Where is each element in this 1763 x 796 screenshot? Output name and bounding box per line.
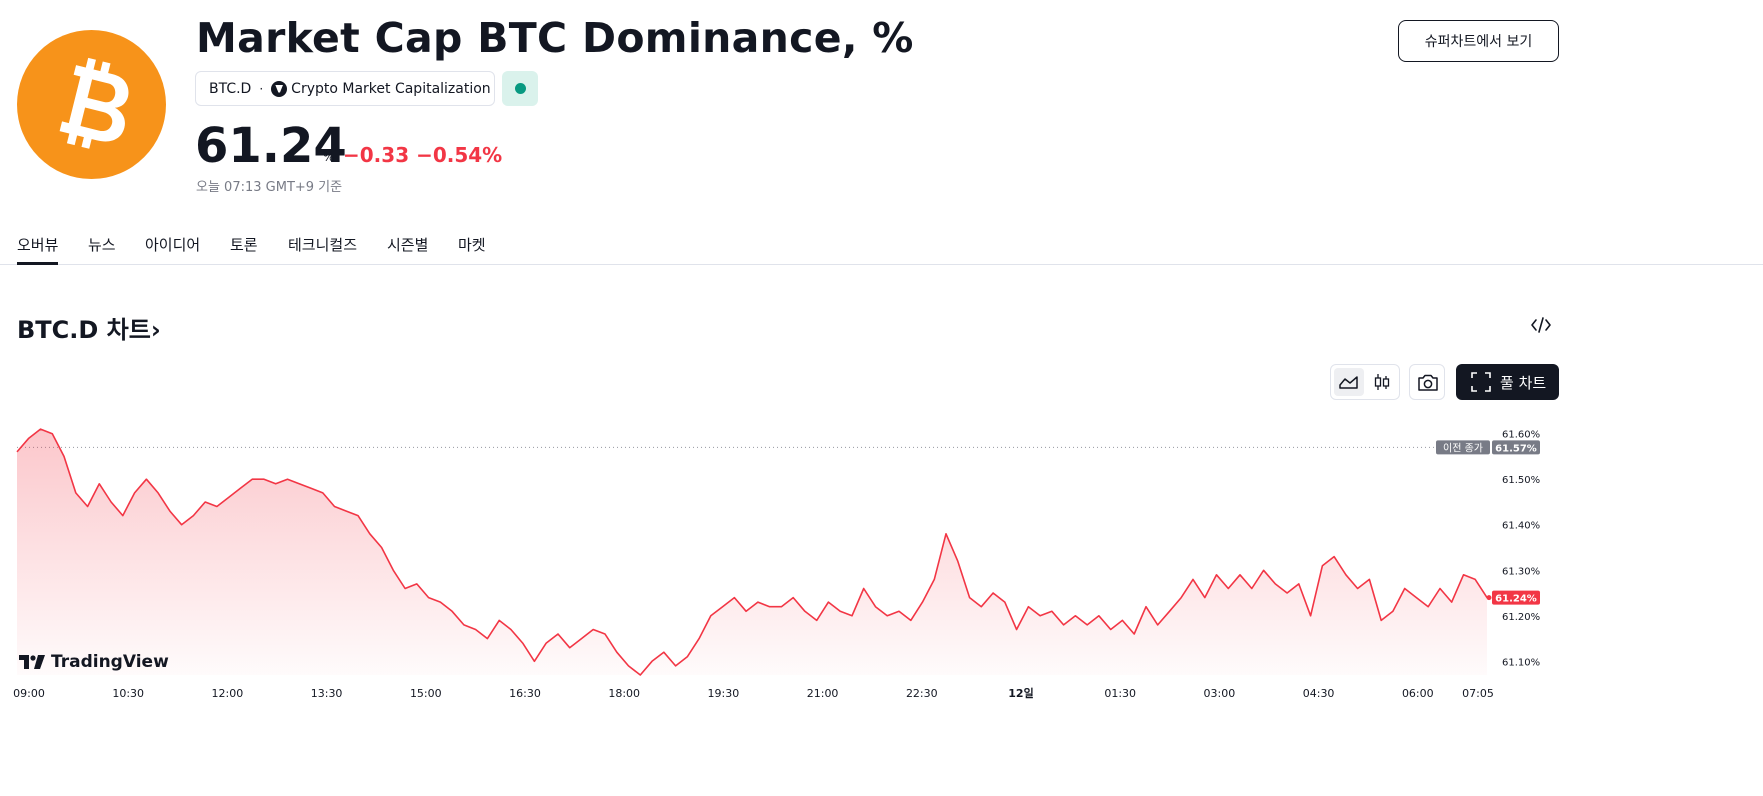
x-tick-label: 12일	[1008, 686, 1033, 700]
y-tick-label: 61.60%	[1502, 430, 1540, 441]
y-tick-label: 61.40%	[1502, 521, 1540, 532]
watermark-text: TradingView	[51, 652, 169, 672]
embed-code-icon[interactable]	[1530, 315, 1552, 335]
x-tick-label: 10:30	[112, 687, 144, 700]
candlestick-icon	[1374, 374, 1390, 390]
fullscreen-icon	[1471, 372, 1491, 392]
tab-markets[interactable]: 마켓	[458, 236, 486, 254]
price-chart[interactable]: 61.60% 61.50% 61.40% 61.30% 61.20% 61.10% 09:…	[0, 405, 1763, 796]
x-tick-label: 07:05	[1462, 687, 1494, 700]
change-absolute: −0.33	[343, 143, 410, 167]
full-chart-button[interactable]: 풀 차트	[1456, 364, 1559, 400]
x-tick-label: 03:00	[1204, 687, 1236, 700]
page-title: Market Cap BTC Dominance, %	[196, 14, 914, 62]
camera-icon	[1418, 374, 1438, 391]
tradingview-source-icon	[271, 80, 288, 97]
x-tick-label: 12:00	[212, 687, 244, 700]
x-tick-label: 21:00	[807, 687, 839, 700]
last-price-bg	[1492, 590, 1540, 605]
open-supercharts-button[interactable]: 슈퍼차트에서 보기	[1398, 20, 1559, 62]
area-chart-button[interactable]	[1334, 368, 1364, 396]
x-tick-label: 13:30	[311, 687, 343, 700]
x-tick-label: 19:30	[708, 687, 740, 700]
tab-technicals[interactable]: 테크니컬즈	[288, 236, 358, 254]
chart-style-toggle	[1330, 364, 1400, 400]
x-tick-label: 15:00	[410, 687, 442, 700]
chevron-right-icon: ›	[150, 316, 161, 344]
series-line	[16, 428, 1488, 676]
prev-close-tag-bg	[1436, 440, 1490, 455]
x-tick-label: 06:00	[1402, 687, 1434, 700]
tab-seasonals[interactable]: 시즌별	[387, 236, 429, 254]
section-tabs: 오버뷰 뉴스 아이디어 토론 테크니컬즈 시즌별 마켓	[0, 222, 1763, 265]
price-timestamp: 오늘 07:13 GMT+9 기준	[196, 180, 343, 195]
full-chart-label: 풀 차트	[1500, 373, 1547, 392]
separator: ·	[259, 81, 264, 96]
last-price-dot	[1486, 595, 1492, 601]
x-tick-label: 22:30	[906, 687, 938, 700]
tab-news[interactable]: 뉴스	[88, 236, 116, 254]
current-price: 61.24	[195, 118, 347, 174]
tradingview-logo-icon	[19, 655, 45, 669]
prev-close-value-bg	[1492, 440, 1540, 455]
x-tick-label: 04:30	[1303, 687, 1335, 700]
tab-overview[interactable]: 오버뷰	[17, 236, 59, 265]
chart-area-fill	[17, 429, 1487, 675]
y-tick-label: 61.30%	[1502, 566, 1540, 577]
bitcoin-symbol-icon	[59, 57, 129, 149]
x-tick-label: 18:00	[608, 687, 640, 700]
snapshot-button[interactable]	[1409, 364, 1445, 400]
tradingview-watermark: TradingView	[19, 652, 169, 672]
symbol-info[interactable]: BTC.D · Crypto Market Capitalization	[195, 71, 495, 106]
bitcoin-logo	[17, 30, 166, 179]
data-source: Crypto Market Capitalization	[291, 80, 491, 97]
x-tick-label: 09:00	[13, 687, 45, 700]
y-tick-label: 61.10%	[1502, 657, 1540, 668]
price-unit: %	[323, 150, 335, 164]
symbol-ticker: BTC.D	[209, 80, 252, 97]
price-change: −0.33 −0.54%	[343, 143, 502, 167]
prev-close-tag: 이전 종가	[1443, 442, 1483, 454]
y-tick-label: 61.50%	[1502, 475, 1540, 486]
area-chart-icon	[1339, 376, 1358, 389]
x-tick-label: 01:30	[1104, 687, 1136, 700]
tab-ideas[interactable]: 아이디어	[145, 236, 201, 254]
tab-discussion[interactable]: 토론	[230, 236, 258, 254]
y-tick-label: 61.20%	[1502, 612, 1540, 623]
candlestick-chart-button[interactable]	[1367, 368, 1397, 396]
last-price-label: 61.24%	[1495, 594, 1537, 605]
x-tick-label: 16:30	[509, 687, 541, 700]
chart-title-text: BTC.D 차트	[17, 316, 151, 344]
prev-close-value: 61.57%	[1495, 443, 1537, 454]
market-status-badge[interactable]	[502, 71, 538, 106]
chart-section-title[interactable]: BTC.D 차트›	[17, 310, 161, 345]
change-percent: −0.54%	[416, 143, 503, 167]
status-dot-icon	[515, 83, 526, 94]
